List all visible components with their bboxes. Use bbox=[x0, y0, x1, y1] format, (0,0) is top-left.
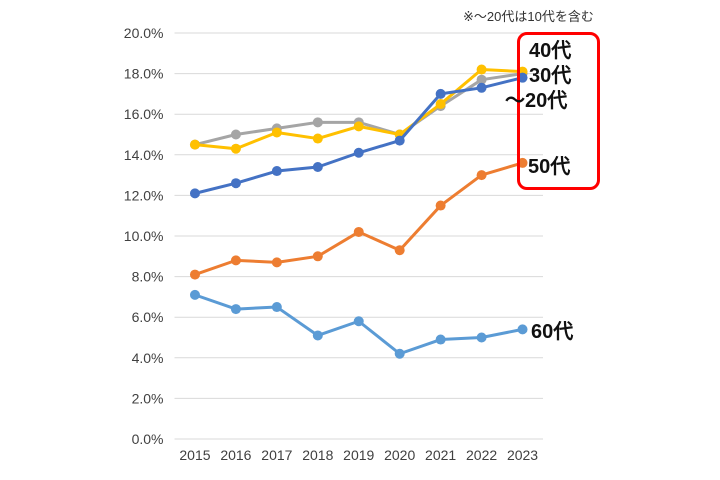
series-point-50代 bbox=[189, 269, 200, 280]
x-tick-label: 2022 bbox=[466, 447, 497, 463]
series-point-50代 bbox=[517, 157, 528, 168]
series-point-50代 bbox=[476, 170, 487, 181]
x-tick-label: 2019 bbox=[343, 447, 374, 463]
series-point-50代 bbox=[230, 255, 241, 266]
y-tick-label: 0.0% bbox=[132, 431, 164, 447]
series-point-50代 bbox=[312, 251, 323, 262]
series-point-～20代 bbox=[517, 72, 528, 83]
series-point-50代 bbox=[271, 257, 282, 268]
y-tick-label: 6.0% bbox=[132, 309, 164, 325]
series-point-60代 bbox=[394, 348, 405, 359]
x-tick-label: 2021 bbox=[425, 447, 456, 463]
y-tick-label: 14.0% bbox=[124, 147, 164, 163]
series-point-40代 bbox=[271, 127, 282, 138]
series-point-60代 bbox=[476, 332, 487, 343]
series-line-40代 bbox=[193, 68, 525, 151]
y-tick-label: 10.0% bbox=[124, 228, 164, 244]
series-label-60s: 60代 bbox=[531, 321, 574, 343]
series-point-60代 bbox=[230, 304, 241, 315]
y-tick-label: 2.0% bbox=[132, 390, 164, 406]
series-point-～20代 bbox=[394, 135, 405, 146]
series-label-30s: 30代 bbox=[529, 65, 572, 87]
series-line-30代 bbox=[193, 72, 525, 147]
series-point-～20代 bbox=[476, 82, 487, 93]
x-tick-label: 2023 bbox=[507, 447, 538, 463]
series-point-40代 bbox=[476, 64, 487, 75]
series-point-50代 bbox=[435, 200, 446, 211]
footnote: ※～20代は10代を含む bbox=[463, 9, 594, 24]
series-point-60代 bbox=[353, 316, 364, 327]
series-point-40代 bbox=[230, 143, 241, 154]
series-point-30代 bbox=[476, 74, 487, 85]
series-label-40s: 40代 bbox=[529, 40, 572, 62]
series-point-～20代 bbox=[189, 188, 200, 199]
y-tick-label: 12.0% bbox=[124, 187, 164, 203]
y-tick-label: 4.0% bbox=[132, 350, 164, 366]
series-point-30代 bbox=[312, 117, 323, 128]
series-label-50s: 50代 bbox=[528, 156, 571, 178]
y-tick-label: 16.0% bbox=[124, 106, 164, 122]
series-point-40代 bbox=[353, 121, 364, 132]
series-point-60代 bbox=[189, 289, 200, 300]
series-point-～20代 bbox=[271, 166, 282, 177]
x-tick-label: 2020 bbox=[384, 447, 415, 463]
series-point-60代 bbox=[435, 334, 446, 345]
highlight-box bbox=[517, 32, 600, 190]
series-point-40代 bbox=[312, 133, 323, 144]
series-point-60代 bbox=[517, 324, 528, 335]
y-tick-label: 20.0% bbox=[124, 25, 164, 41]
series-point-60代 bbox=[271, 302, 282, 313]
series-point-～20代 bbox=[435, 88, 446, 99]
series-point-50代 bbox=[353, 226, 364, 237]
series-line-～20代 bbox=[193, 76, 525, 195]
series-point-～20代 bbox=[353, 147, 364, 158]
series-point-～20代 bbox=[230, 178, 241, 189]
series-point-50代 bbox=[394, 245, 405, 256]
series-point-～20代 bbox=[312, 161, 323, 172]
x-tick-label: 2015 bbox=[179, 447, 210, 463]
series-point-60代 bbox=[312, 330, 323, 341]
x-tick-label: 2018 bbox=[302, 447, 333, 463]
series-point-30代 bbox=[230, 129, 241, 140]
x-tick-label: 2016 bbox=[220, 447, 251, 463]
x-tick-label: 2017 bbox=[261, 447, 292, 463]
series-point-40代 bbox=[189, 139, 200, 150]
y-tick-label: 18.0% bbox=[124, 66, 164, 82]
series-point-40代 bbox=[435, 99, 446, 110]
y-tick-label: 8.0% bbox=[132, 269, 164, 285]
series-label-under20s: ～20代 bbox=[505, 90, 568, 112]
